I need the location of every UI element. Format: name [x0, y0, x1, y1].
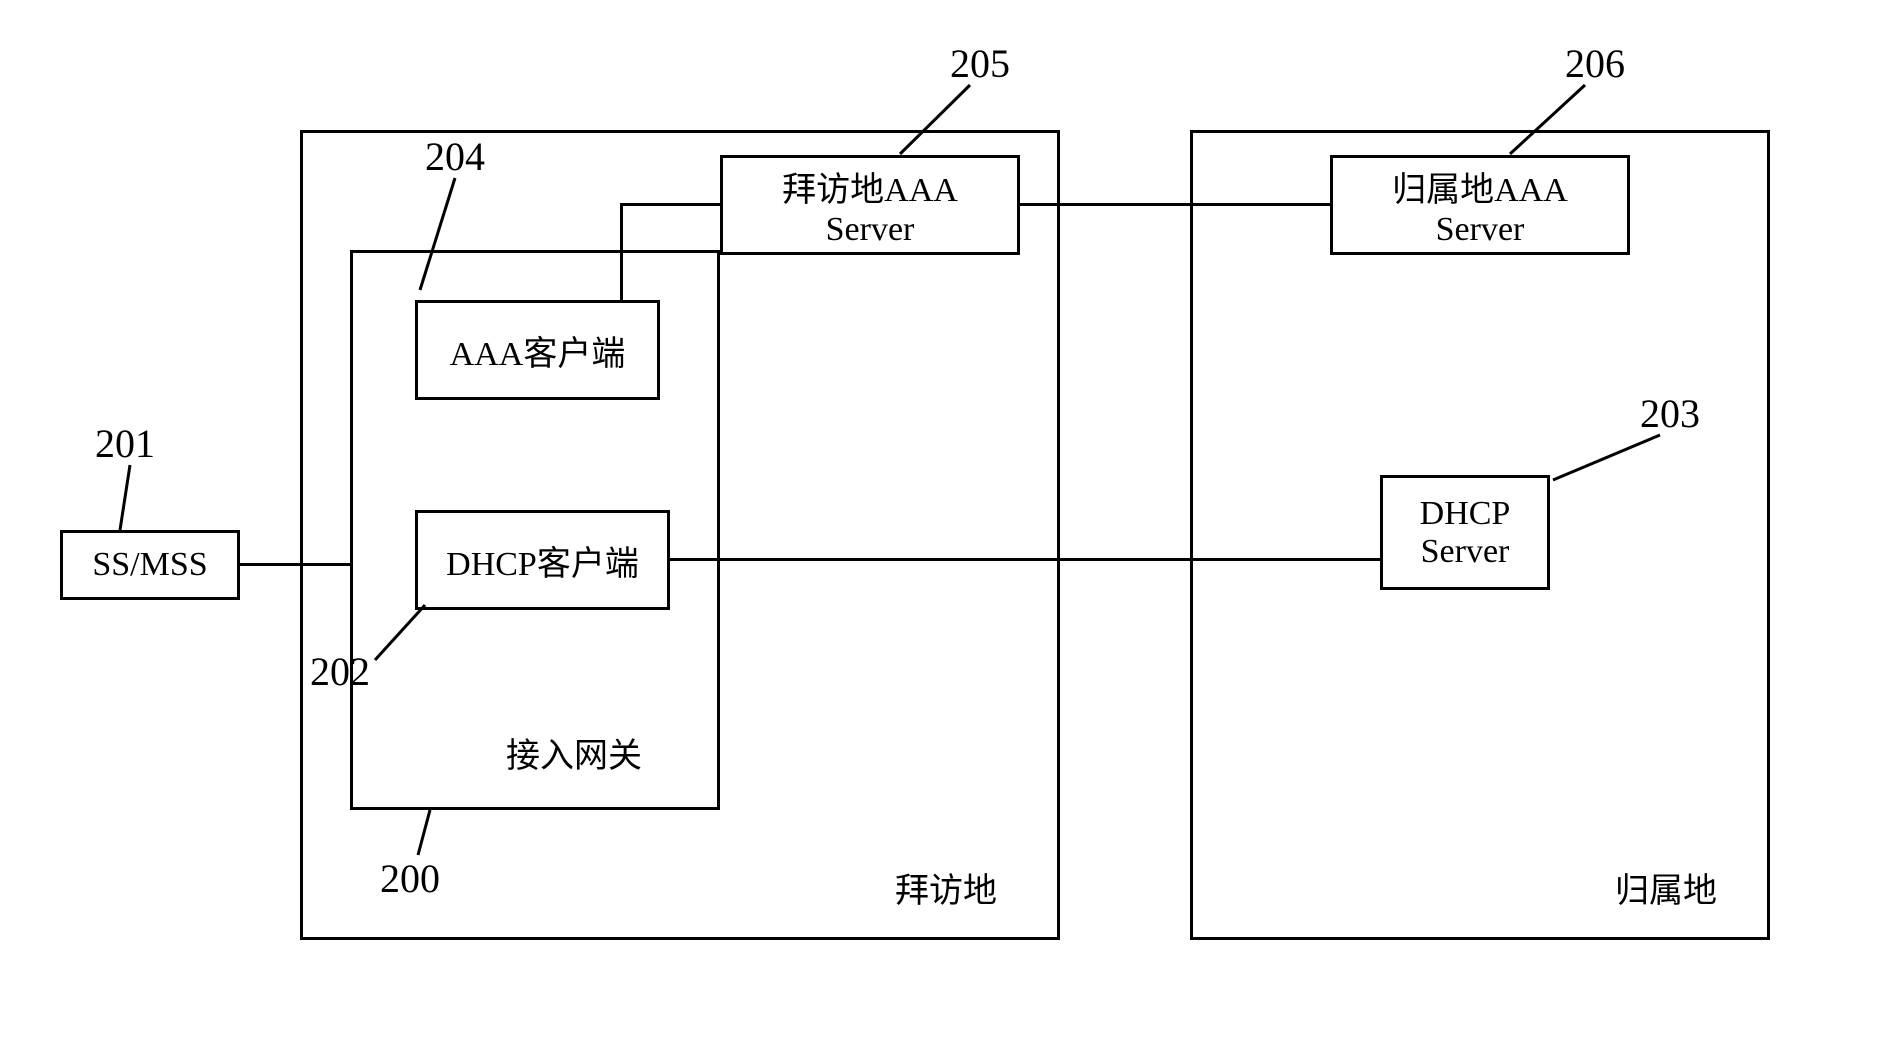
network-diagram: 拜访地 归属地 SS/MSS 接入网关 AAA客户端 DHCP客户端 拜访地AA…: [0, 0, 1880, 1057]
lead-206: [0, 0, 1880, 1057]
